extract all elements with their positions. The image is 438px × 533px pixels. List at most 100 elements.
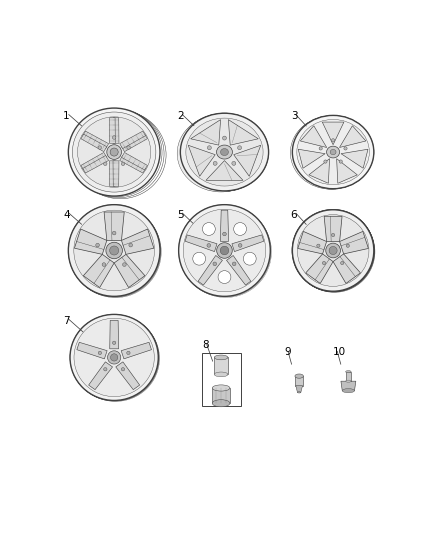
Polygon shape xyxy=(83,254,114,288)
Polygon shape xyxy=(300,126,327,148)
Polygon shape xyxy=(228,119,258,145)
Ellipse shape xyxy=(293,115,374,189)
Ellipse shape xyxy=(327,146,339,158)
Circle shape xyxy=(237,146,242,150)
Circle shape xyxy=(339,160,343,163)
Ellipse shape xyxy=(78,117,151,187)
Polygon shape xyxy=(306,254,333,284)
Circle shape xyxy=(223,136,226,140)
Ellipse shape xyxy=(297,392,301,393)
Polygon shape xyxy=(116,362,140,390)
Circle shape xyxy=(213,161,217,165)
Polygon shape xyxy=(113,118,119,143)
Circle shape xyxy=(110,246,119,255)
Ellipse shape xyxy=(177,115,265,192)
Text: 6: 6 xyxy=(291,210,297,220)
Text: 2: 2 xyxy=(177,111,184,122)
Circle shape xyxy=(293,210,374,291)
Circle shape xyxy=(232,161,236,165)
Polygon shape xyxy=(296,385,303,392)
Text: 9: 9 xyxy=(284,347,290,357)
Text: 5: 5 xyxy=(177,210,184,220)
Circle shape xyxy=(293,210,374,291)
Ellipse shape xyxy=(72,112,156,192)
Ellipse shape xyxy=(290,116,371,189)
Circle shape xyxy=(68,205,160,296)
Polygon shape xyxy=(114,254,145,288)
Polygon shape xyxy=(226,255,251,285)
Polygon shape xyxy=(198,255,223,285)
Polygon shape xyxy=(325,260,341,284)
Circle shape xyxy=(113,136,116,139)
Ellipse shape xyxy=(330,149,336,155)
Polygon shape xyxy=(298,231,327,254)
Circle shape xyxy=(297,215,369,286)
Polygon shape xyxy=(185,235,217,252)
Ellipse shape xyxy=(214,372,228,377)
Polygon shape xyxy=(121,229,154,254)
Ellipse shape xyxy=(74,318,154,397)
Polygon shape xyxy=(220,210,229,241)
Polygon shape xyxy=(113,161,119,187)
Circle shape xyxy=(218,271,231,284)
Polygon shape xyxy=(333,254,360,284)
Circle shape xyxy=(104,368,107,371)
Circle shape xyxy=(332,139,335,142)
Text: 3: 3 xyxy=(291,111,297,122)
Circle shape xyxy=(127,351,130,354)
Ellipse shape xyxy=(212,385,230,391)
Ellipse shape xyxy=(297,119,369,184)
Circle shape xyxy=(193,252,205,265)
Text: 1: 1 xyxy=(63,111,70,122)
Circle shape xyxy=(98,351,102,354)
Text: 10: 10 xyxy=(333,347,346,357)
Circle shape xyxy=(96,243,99,247)
Polygon shape xyxy=(341,381,356,391)
Polygon shape xyxy=(191,119,221,145)
Circle shape xyxy=(112,231,116,235)
Text: 8: 8 xyxy=(202,341,209,351)
Ellipse shape xyxy=(216,145,233,159)
Circle shape xyxy=(220,246,229,255)
Circle shape xyxy=(113,341,116,344)
Circle shape xyxy=(108,351,121,364)
Polygon shape xyxy=(188,146,215,176)
Ellipse shape xyxy=(295,374,304,378)
Polygon shape xyxy=(83,131,109,149)
Circle shape xyxy=(123,263,126,266)
Circle shape xyxy=(106,242,122,259)
Polygon shape xyxy=(83,156,109,173)
Circle shape xyxy=(213,262,217,265)
Polygon shape xyxy=(88,362,113,390)
Polygon shape xyxy=(206,160,243,180)
Polygon shape xyxy=(121,152,148,170)
Circle shape xyxy=(346,244,350,247)
Circle shape xyxy=(232,262,236,265)
Circle shape xyxy=(322,261,325,265)
Polygon shape xyxy=(232,235,264,252)
Polygon shape xyxy=(324,216,342,241)
Bar xyxy=(201,353,240,406)
Circle shape xyxy=(129,243,133,247)
Ellipse shape xyxy=(70,314,158,400)
Bar xyxy=(346,372,351,381)
Polygon shape xyxy=(339,126,366,148)
Circle shape xyxy=(244,252,256,265)
Circle shape xyxy=(319,147,322,150)
Text: 7: 7 xyxy=(63,316,70,326)
Circle shape xyxy=(110,148,118,156)
Circle shape xyxy=(297,215,369,286)
Ellipse shape xyxy=(342,389,354,393)
Ellipse shape xyxy=(68,108,160,196)
Text: 4: 4 xyxy=(63,210,70,220)
Polygon shape xyxy=(337,159,357,183)
Polygon shape xyxy=(120,131,145,149)
Circle shape xyxy=(317,244,320,247)
Circle shape xyxy=(223,232,226,236)
Ellipse shape xyxy=(186,118,263,186)
Bar xyxy=(295,376,304,385)
Polygon shape xyxy=(104,212,124,240)
Circle shape xyxy=(98,146,102,149)
Ellipse shape xyxy=(180,113,268,191)
Ellipse shape xyxy=(346,370,351,373)
